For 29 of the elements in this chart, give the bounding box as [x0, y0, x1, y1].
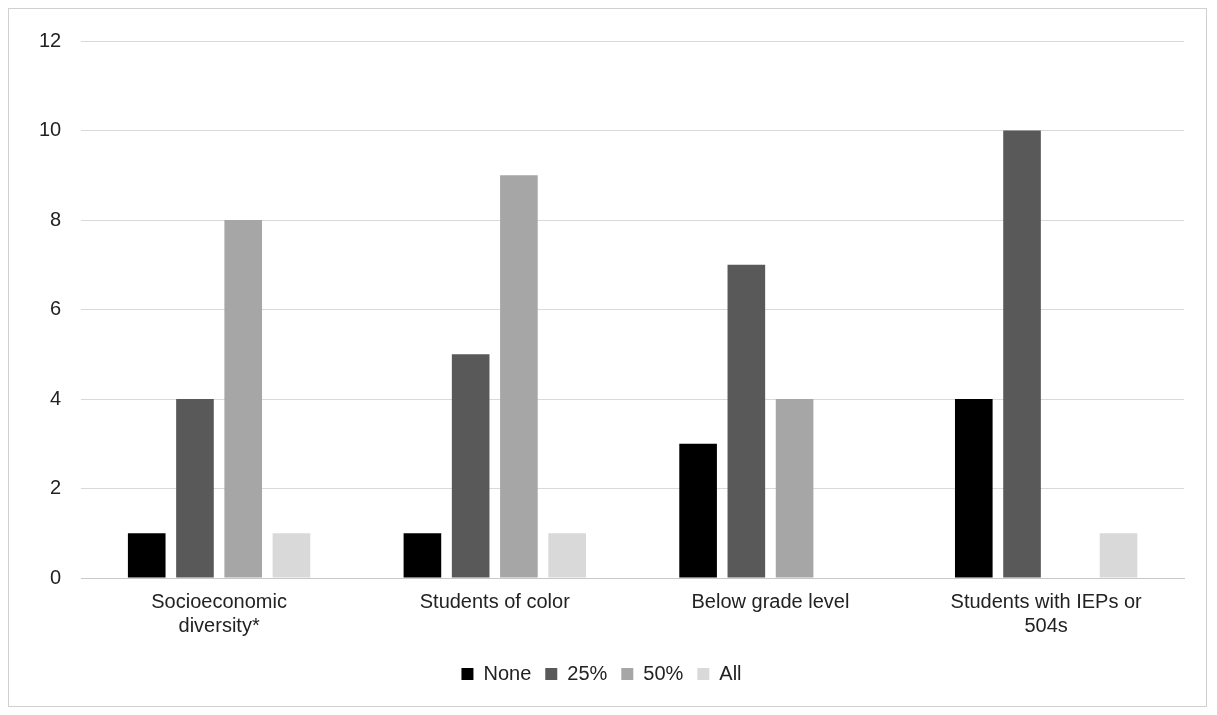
- bar: [176, 399, 214, 578]
- x-tick-label: Below grade level: [691, 589, 850, 612]
- bar: [272, 533, 311, 578]
- legend-label: 25%: [567, 661, 608, 684]
- legend-label: All: [719, 661, 742, 684]
- bar: [775, 399, 814, 578]
- y-tick-label: 8: [50, 207, 62, 230]
- bar: [727, 264, 766, 578]
- y-tick-label: 0: [50, 565, 62, 588]
- y-tick-label: 10: [39, 118, 62, 141]
- bar: [127, 533, 166, 578]
- bar: [1003, 130, 1041, 578]
- y-tick-label: 12: [39, 28, 62, 51]
- legend-label: None: [483, 661, 532, 684]
- y-tick-label: 6: [50, 297, 62, 320]
- x-tick-label: Students of color: [419, 589, 571, 612]
- bar: [1099, 533, 1138, 578]
- bar: [548, 533, 586, 578]
- bar: [224, 220, 263, 578]
- bar: [403, 533, 442, 578]
- y-tick-label: 2: [50, 476, 62, 499]
- bar: [679, 443, 717, 578]
- bar: [451, 354, 490, 578]
- legend-label: 50%: [643, 661, 684, 684]
- x-tick-label: Socioeconomic diversity*: [151, 589, 287, 636]
- x-tick-label: Students with IEPs or 504s: [950, 589, 1143, 636]
- y-tick-label: 4: [50, 386, 62, 409]
- bar: [500, 175, 538, 578]
- bar: [954, 399, 993, 578]
